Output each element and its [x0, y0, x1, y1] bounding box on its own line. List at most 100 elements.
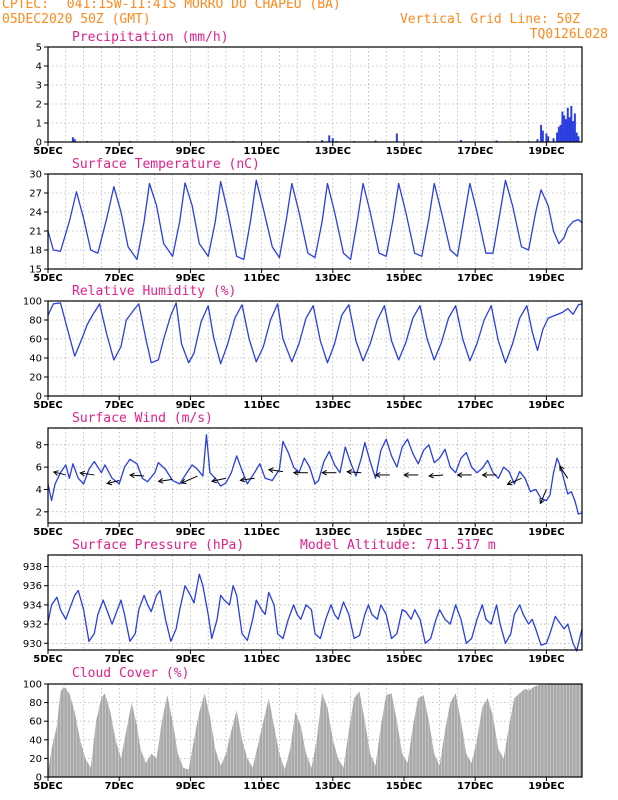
wind-arrow-head: [481, 472, 488, 478]
x-tick-label: 5DEC: [33, 400, 62, 411]
wind-arrow-head: [52, 470, 59, 476]
wind-arrow-shaft: [347, 471, 362, 474]
x-tick-label: 19DEC: [528, 400, 564, 411]
y-tick-label: 30: [29, 170, 42, 181]
panel-frame: [47, 683, 583, 778]
y-tick-label: 0: [36, 773, 42, 784]
x-tick-label: 13DEC: [315, 273, 351, 284]
wind-arrow-shaft: [53, 471, 66, 476]
precip-bar: [559, 124, 562, 142]
x-tick-label: 19DEC: [528, 654, 564, 665]
header-model: TQ0126L028: [529, 27, 608, 42]
x-tick-label: 13DEC: [315, 654, 351, 665]
x-tick-label: 13DEC: [315, 400, 351, 411]
wind-arrow-shaft: [240, 477, 255, 481]
y-tick-label: 80: [29, 316, 42, 327]
precip-bar: [328, 135, 331, 142]
wind-arrow: [321, 469, 337, 476]
precip-bar: [321, 140, 324, 142]
wind-arrow: [481, 472, 497, 478]
wind-arrow: [506, 477, 522, 486]
panel-4: 2 4 6 8 5DEC 7DEC 9DEC 11DEC 13DEC 15DEC 17DEC 19DE…: [33, 411, 583, 538]
panel-2: 15 18 21 24 27 30 5DEC 7DEC 9DEC 11DEC 13DEC 15DEC 1…: [29, 157, 583, 284]
precip-bar: [561, 111, 564, 142]
x-tick-label: 19DEC: [528, 146, 564, 157]
wind-arrow-head: [267, 467, 274, 473]
wind-arrow: [292, 469, 308, 476]
wind-arrow: [428, 472, 444, 479]
x-tick-label: 17DEC: [457, 527, 493, 538]
wind-arrow: [180, 475, 198, 484]
wind-arrow: [79, 470, 95, 477]
series-line: [47, 573, 583, 652]
y-tick-label: 2: [36, 100, 42, 111]
x-tick-label: 5DEC: [33, 146, 62, 157]
panel-frame: [47, 46, 583, 143]
wind-arrow-head: [403, 472, 409, 478]
x-tick-label: 13DEC: [315, 146, 351, 157]
precip-bar: [568, 117, 571, 142]
x-tick-label: 15DEC: [386, 781, 422, 792]
wind-arrow-head: [346, 469, 353, 475]
precip-bar: [573, 113, 576, 142]
y-tick-label: 3: [36, 81, 42, 92]
precip-bar: [541, 130, 544, 142]
x-tick-label: 15DEC: [386, 400, 422, 411]
panel-title: Relative Humidity (%): [72, 284, 236, 299]
wind-arrow-head: [157, 478, 164, 484]
y-tick-label: 934: [23, 600, 42, 611]
precip-bar: [556, 132, 559, 142]
header-source: CPTEC: 041:15W-11:41S MORRO DO CHAPEU (B…: [2, 0, 341, 12]
header-date: 05DEC2020 50Z (GMT): [2, 12, 151, 27]
wind-arrow: [210, 477, 227, 484]
wind-arrow-shaft: [158, 478, 173, 482]
y-tick-label: 0: [36, 392, 42, 403]
wind-arrow-head: [321, 469, 327, 476]
y-tick-label: 0: [36, 138, 42, 149]
panel-1: 0 1 2 3 4 5 5DEC 7DEC 9DEC 11DEC 13DEC 15DEC 17DEC 19…: [33, 30, 583, 157]
wind-arrow-head: [180, 478, 187, 484]
precip-bar: [459, 140, 462, 142]
precip-bar: [547, 136, 550, 142]
panel-3: 0 20 40 60 80 100 5DEC 7DEC 9DEC 11DEC 13DEC 15DEC 1…: [23, 284, 583, 411]
panel-title: Surface Wind (m/s): [72, 411, 213, 426]
y-tick-label: 60: [29, 717, 42, 728]
wind-arrow: [456, 472, 472, 478]
y-tick-label: 2: [36, 507, 42, 518]
wind-arrow-head: [539, 498, 545, 505]
precip-bar: [577, 136, 580, 142]
wind-arrow-shaft: [181, 475, 198, 484]
wind-arrow: [52, 470, 66, 476]
x-tick-label: 7DEC: [104, 273, 133, 284]
header-source-text: CPTEC:: [2, 0, 49, 12]
x-tick-label: 5DEC: [33, 527, 62, 538]
x-tick-label: 7DEC: [104, 781, 133, 792]
x-tick-label: 7DEC: [104, 400, 133, 411]
wind-arrow-shaft: [107, 480, 120, 485]
x-tick-label: 13DEC: [315, 781, 351, 792]
x-tick-label: 7DEC: [104, 146, 133, 157]
x-tick-label: 5DEC: [33, 781, 62, 792]
panel-title: Cloud Cover (%): [72, 666, 189, 681]
precip-bar: [566, 107, 569, 142]
y-tick-label: 100: [23, 297, 42, 308]
wind-arrow-head: [239, 476, 246, 483]
precip-bar: [570, 105, 573, 142]
panel-5: 930 932 934 936 938 5DEC 7DEC 9DEC 11DEC 13DEC 15D…: [23, 538, 583, 665]
precip-bar: [395, 133, 398, 142]
x-tick-label: 17DEC: [457, 654, 493, 665]
x-tick-label: 15DEC: [386, 273, 422, 284]
panel-frame: [47, 173, 583, 270]
wind-arrow-head: [210, 477, 217, 484]
x-tick-label: 11DEC: [243, 400, 279, 411]
wind-arrow-head: [456, 472, 463, 478]
x-tick-label: 9DEC: [176, 273, 205, 284]
x-tick-label: 17DEC: [457, 781, 493, 792]
x-tick-label: 11DEC: [243, 146, 279, 157]
y-tick-label: 936: [23, 581, 42, 592]
wind-arrow-head: [374, 472, 381, 478]
wind-arrow-shaft: [268, 469, 284, 473]
wind-arrow-head: [506, 480, 513, 486]
panel-title: Precipitation (mm/h): [72, 30, 229, 45]
